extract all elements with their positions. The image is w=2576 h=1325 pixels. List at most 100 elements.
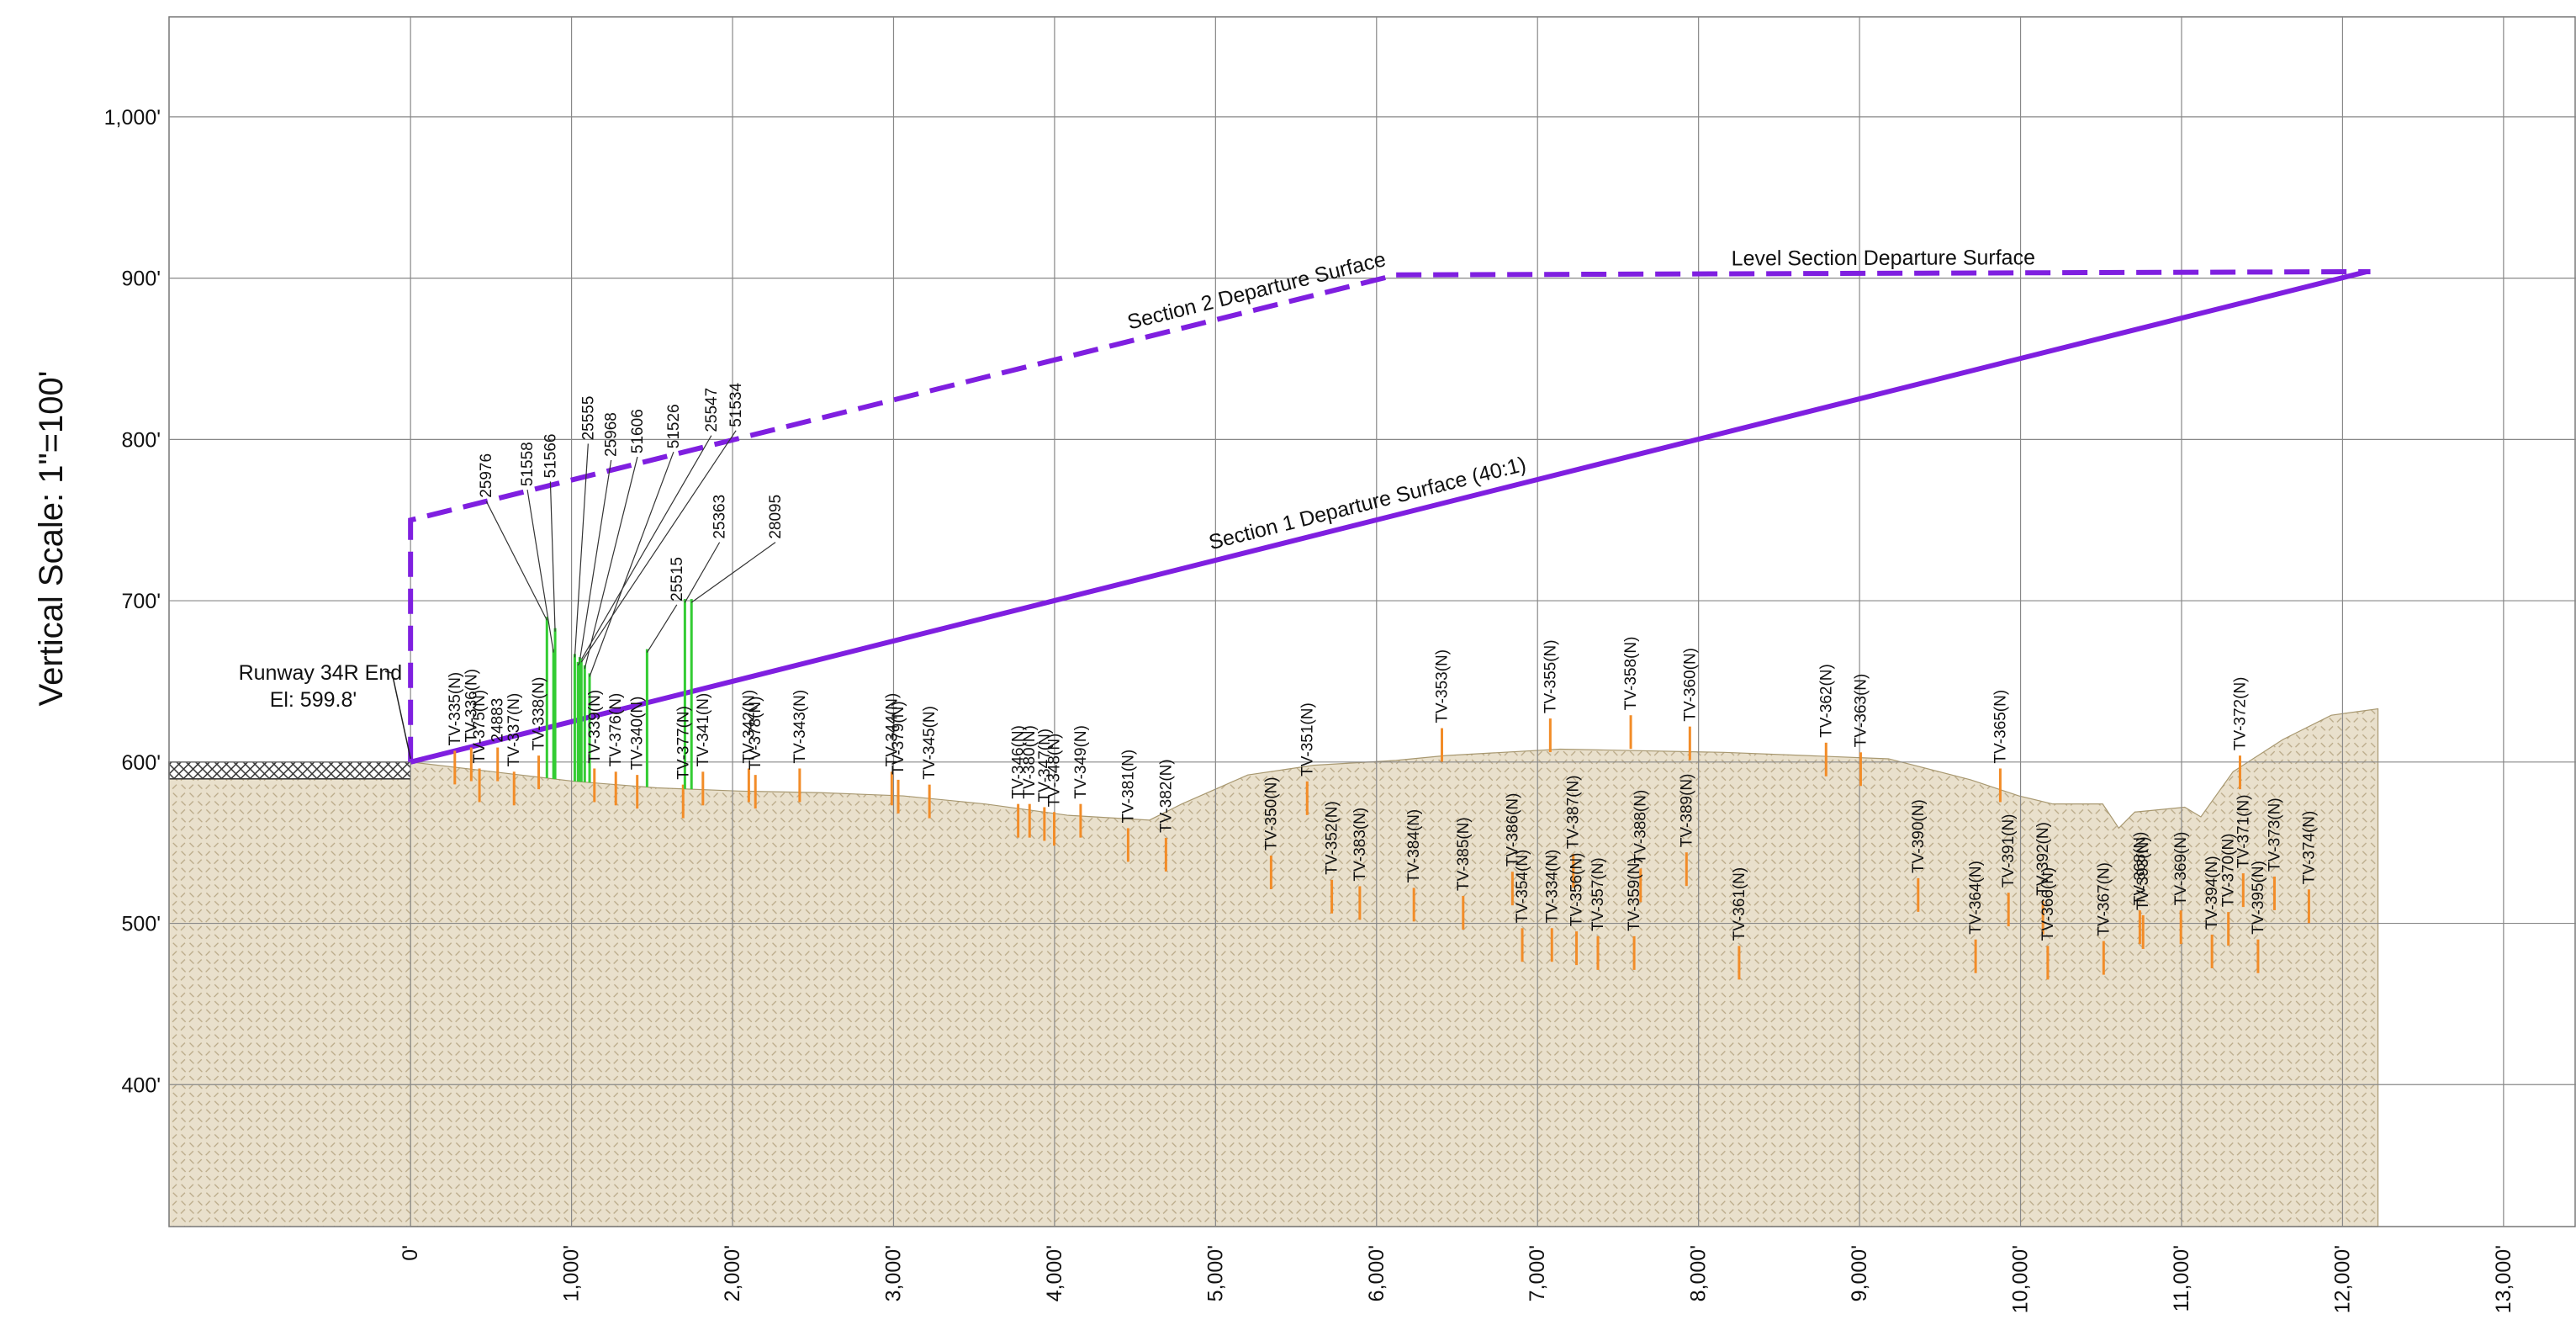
obstacle-label: TV-337(N) <box>505 693 523 767</box>
obstacle-label: TV-379(N) <box>890 701 907 775</box>
departure-surface <box>408 272 1397 762</box>
x-tick-label: 5,000' <box>1203 1245 1227 1301</box>
obstacle-label: TV-372(N) <box>2231 676 2249 750</box>
obstacle-label: TV-358(N) <box>1622 637 1640 711</box>
obstacle-label: TV-351(N) <box>1299 702 1316 776</box>
tall-obstacle-label: 28095 <box>767 495 785 539</box>
tall-obstacle-label: 51534 <box>727 383 745 427</box>
y-tick-label: 600' <box>122 751 161 775</box>
obstacle-label: TV-390(N) <box>1910 799 1928 873</box>
obstacle-label: TV-364(N) <box>1967 861 1985 935</box>
runway <box>168 761 411 780</box>
leader-line <box>577 435 712 666</box>
obstacle-label: TV-377(N) <box>674 706 692 780</box>
x-tick-label: 1,000' <box>560 1245 584 1301</box>
x-tick-label: 4,000' <box>1043 1245 1066 1301</box>
tall-obstacle-label: 25363 <box>711 495 729 539</box>
surface-label: Section 2 Departure Surface <box>1125 247 1389 334</box>
leader-line <box>589 451 674 677</box>
departure-surface <box>410 269 2367 765</box>
obstacle-label: TV-366(N) <box>2039 867 2057 941</box>
obstacle-label: TV-394(N) <box>2203 856 2221 930</box>
tall-obstacle-label: 51566 <box>542 434 559 479</box>
y-tick-label: 700' <box>122 590 161 613</box>
tall-obstacle-label: 51526 <box>665 404 683 448</box>
tall-obstacle-label: 25968 <box>603 412 621 457</box>
obstacle-label: TV-350(N) <box>1262 776 1280 851</box>
obstacle-label: TV-335(N) <box>447 672 464 746</box>
obstacle-label: TV-344(N) <box>883 693 901 767</box>
leader-line <box>549 481 556 632</box>
obstacle-label: TV-349(N) <box>1072 725 1090 799</box>
obstacle-label: TV-389(N) <box>1678 774 1695 848</box>
obstacle-label: TV-343(N) <box>791 690 809 764</box>
obstacle-label: TV-361(N) <box>1731 867 1748 941</box>
obstacle-label: TV-378(N) <box>747 697 764 771</box>
x-tick-label: 3,000' <box>881 1245 905 1301</box>
leader-line <box>684 542 721 603</box>
runway-leader <box>384 670 411 759</box>
leader-line <box>690 542 776 603</box>
obstacle-label: TV-357(N) <box>1590 857 1607 931</box>
leader-line <box>485 501 547 621</box>
obstacle-label: TV-359(N) <box>1626 857 1643 931</box>
x-tick-label: 7,000' <box>1526 1245 1549 1301</box>
runway-label: Runway 34R End <box>239 661 403 685</box>
obstacle-label: TV-392(N) <box>2034 822 2052 896</box>
x-tick-label: 9,000' <box>1848 1245 1871 1301</box>
departure-surface <box>1396 268 2371 278</box>
obstacle-label: TV-341(N) <box>695 693 712 767</box>
y-tick-label: 800' <box>122 428 161 452</box>
obstacle-label: TV-375(N) <box>471 690 489 764</box>
x-tick-label: 10,000' <box>2009 1245 2033 1313</box>
obstacle-label: TV-339(N) <box>586 690 604 764</box>
x-tick-label: 6,000' <box>1365 1245 1389 1301</box>
y-tick-label: 1,000' <box>104 106 161 130</box>
y-tick-label: 500' <box>122 913 161 936</box>
y-axis-label: Vertical Scale: 1"=100' <box>33 371 70 707</box>
obstacle-label: TV-353(N) <box>1434 649 1452 723</box>
obstacle-label: TV-386(N) <box>1504 793 1521 867</box>
obstacle-label: TV-387(N) <box>1565 775 1583 849</box>
obstacle-label: TV-383(N) <box>1351 808 1369 882</box>
obstacle-label: TV-393(N) <box>2134 836 2152 910</box>
obstacle-label: TV-382(N) <box>1157 759 1175 833</box>
terrain-hatch <box>410 708 2379 1227</box>
x-tick-label: 13,000' <box>2492 1245 2515 1313</box>
surface-label: Level Section Departure Surface <box>1732 246 2035 270</box>
tall-obstacle-label: 25555 <box>579 396 597 441</box>
leader-line <box>584 456 638 669</box>
obstacle-label: TV-334(N) <box>1543 850 1561 924</box>
obstacle-label: TV-348(N) <box>1046 734 1064 808</box>
obstacle-label: TV-369(N) <box>2172 832 2190 906</box>
tall-obstacle-label: 51558 <box>519 442 537 486</box>
obstacle-label: TV-381(N) <box>1119 750 1137 824</box>
leader-line <box>580 430 737 663</box>
obstacle-label: TV-354(N) <box>1514 850 1531 924</box>
obstacle-label: TV-340(N) <box>629 697 647 771</box>
obstacle-label: TV-371(N) <box>2235 794 2252 868</box>
obstacle-label: TV-346(N) <box>1010 725 1028 799</box>
obstacle-label: TV-365(N) <box>1992 690 2009 764</box>
tall-obstacle-label: 51606 <box>629 409 647 453</box>
obstacle-label: TV-360(N) <box>1681 648 1699 722</box>
tall-obstacle-label: 25976 <box>478 453 495 498</box>
obstacle-label: TV-352(N) <box>1324 801 1341 875</box>
y-tick-label: 400' <box>122 1073 161 1097</box>
tall-obstacle-label: 25515 <box>669 557 686 602</box>
obstacle-label: TV-355(N) <box>1542 639 1559 713</box>
obstacle-label: TV-370(N) <box>2220 833 2238 907</box>
obstacle-label: TV-338(N) <box>531 676 548 750</box>
leader-line <box>574 443 589 658</box>
obstacle-label: TV-385(N) <box>1455 817 1473 891</box>
obstacle-label: 24883 <box>489 698 507 743</box>
obstacle-label: TV-388(N) <box>1632 790 1650 864</box>
obstacle-label: TV-336(N) <box>463 669 480 743</box>
x-tick-label: 2,000' <box>721 1245 744 1301</box>
x-tick-label: 8,000' <box>1687 1245 1711 1301</box>
obstacle-label: TV-367(N) <box>2095 862 2113 936</box>
obstacle-label: TV-391(N) <box>2000 814 2018 888</box>
obstacle-label: TV-373(N) <box>2266 798 2283 872</box>
obstacle-label: TV-376(N) <box>607 693 625 767</box>
obstacle-label: TV-380(N) <box>1021 725 1039 799</box>
